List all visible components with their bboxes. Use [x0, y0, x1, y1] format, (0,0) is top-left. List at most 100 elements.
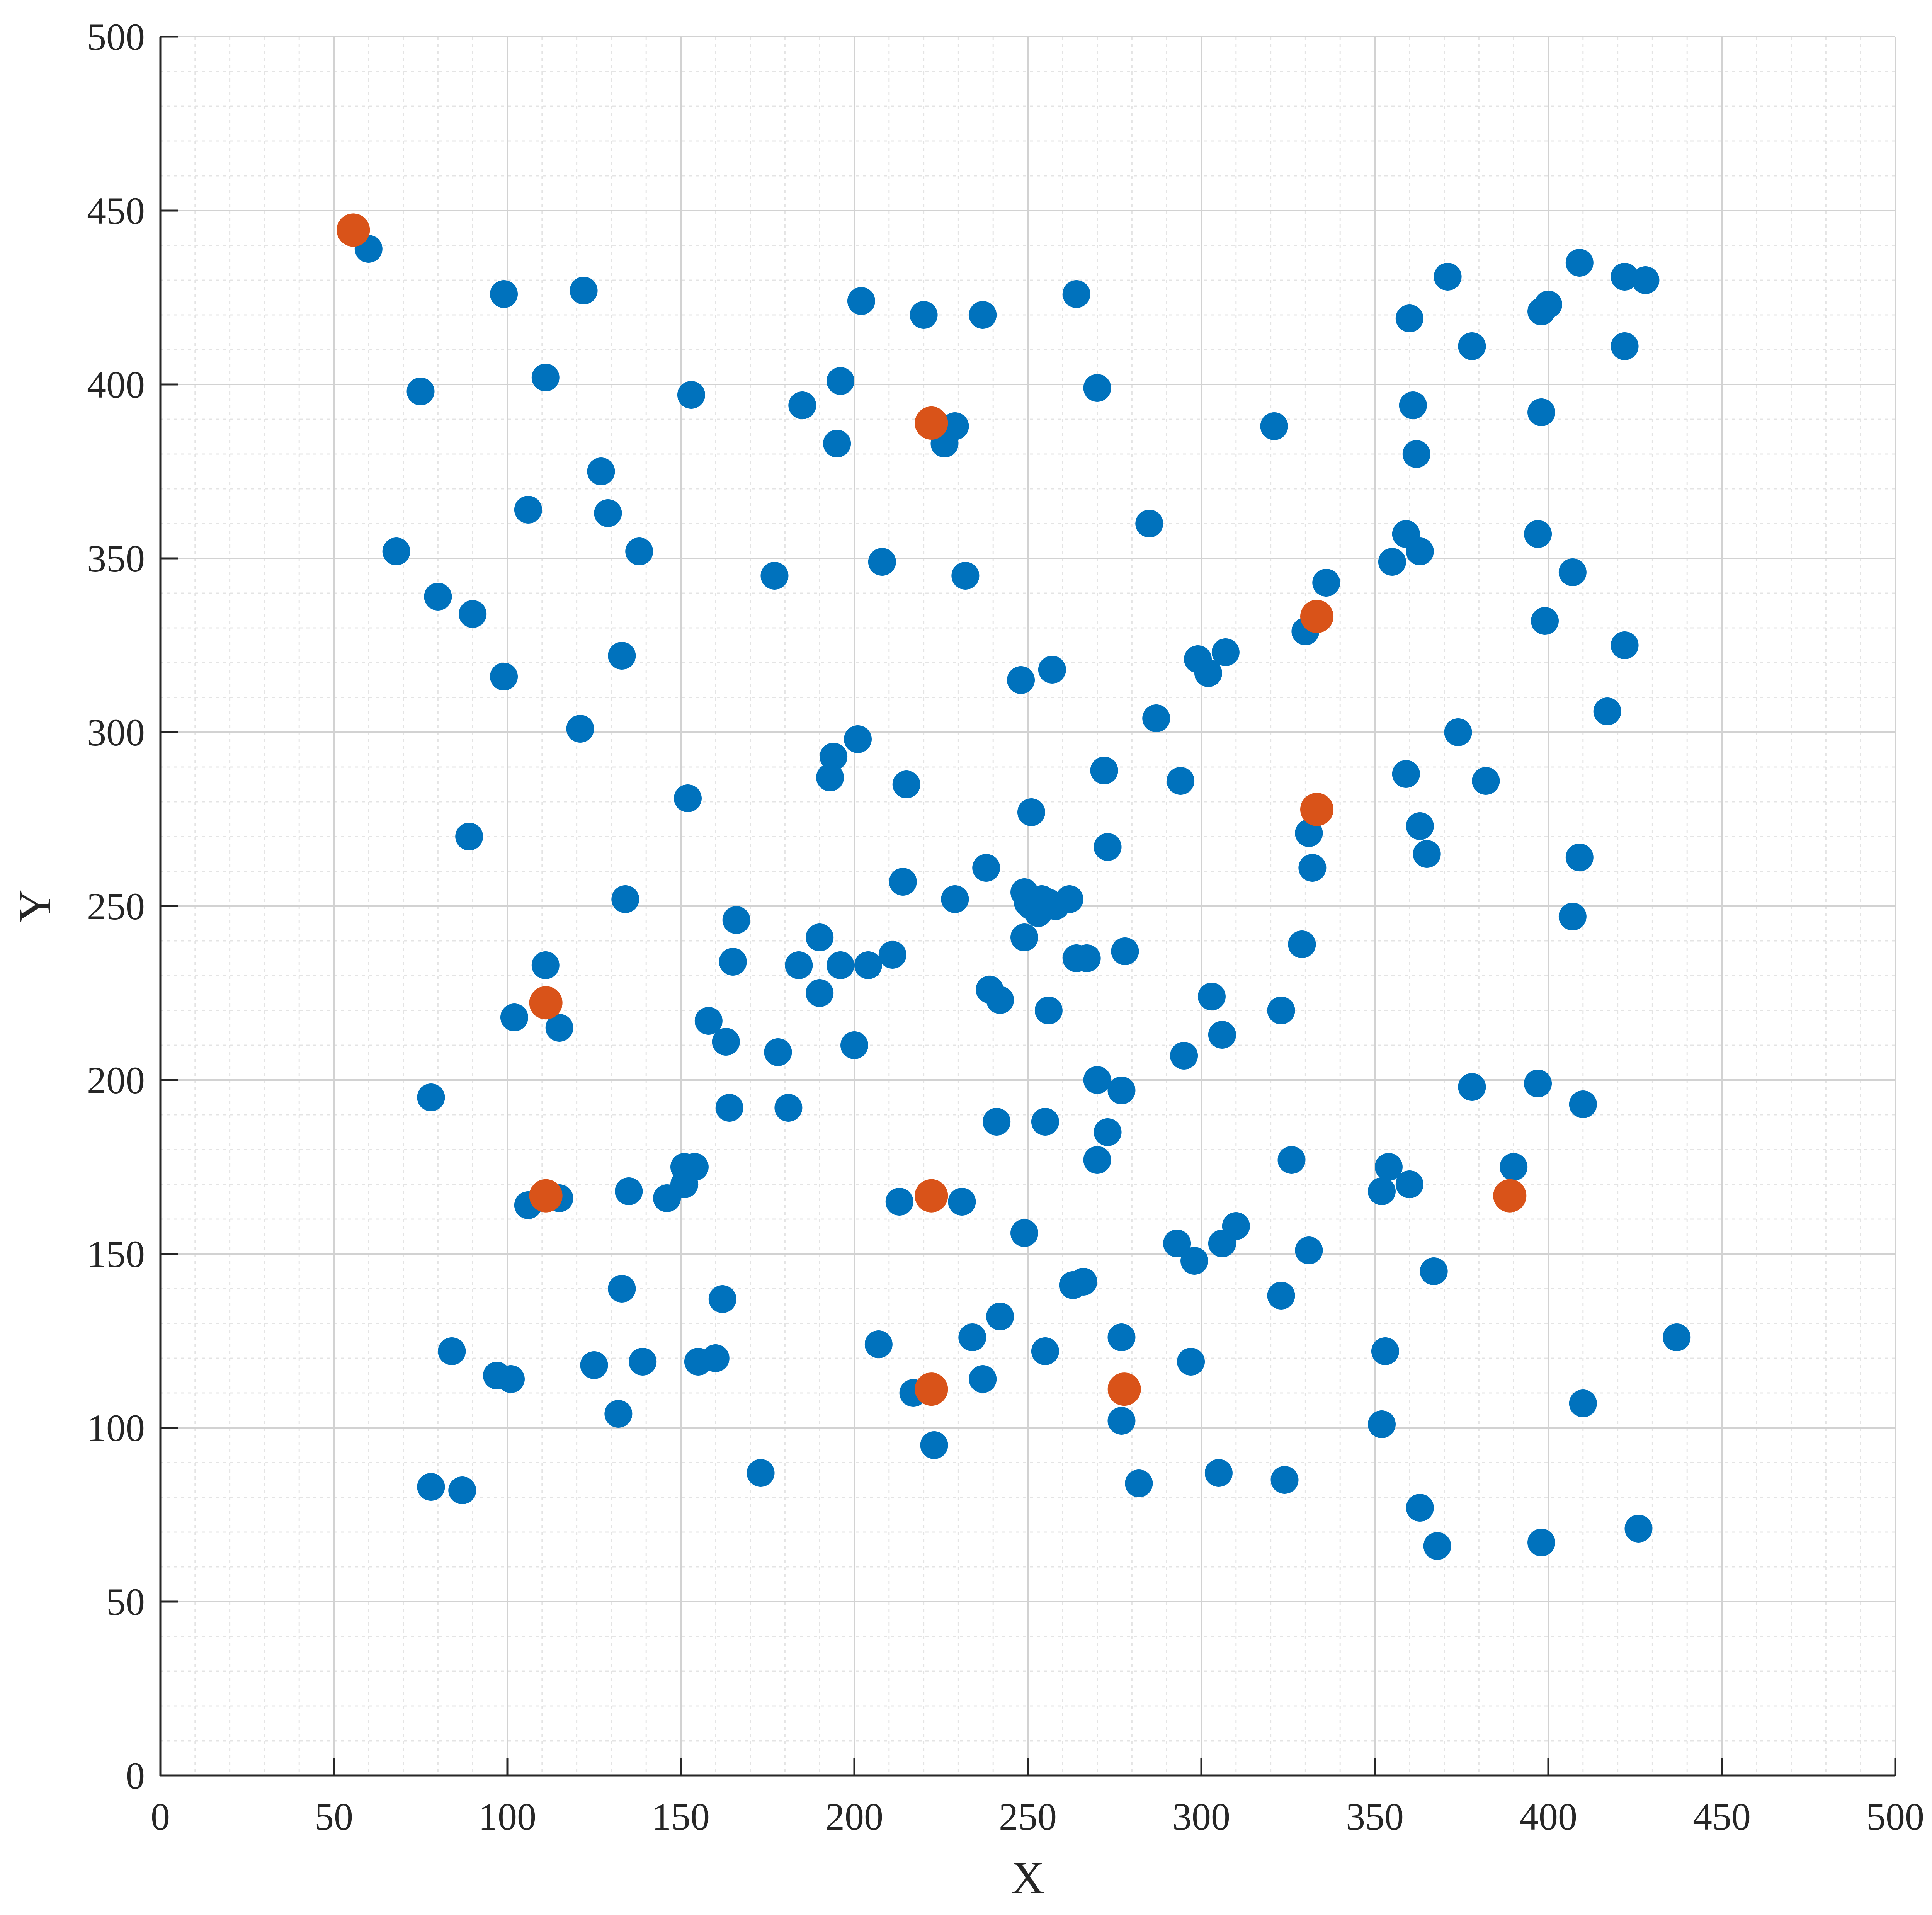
data-point [625, 537, 653, 565]
data-point [1367, 1177, 1396, 1205]
data-point [1267, 997, 1295, 1024]
data-point [1378, 548, 1406, 576]
y-tick-label: 450 [87, 189, 145, 232]
data-point [673, 784, 702, 812]
y-tick-label: 500 [87, 15, 145, 58]
data-point [764, 1038, 792, 1066]
data-point [941, 885, 969, 913]
data-point [594, 499, 622, 527]
data-point [1017, 798, 1045, 826]
data-point [1298, 854, 1327, 882]
data-point [854, 951, 882, 979]
y-tick-label: 250 [87, 885, 145, 928]
data-point [806, 923, 834, 951]
data-point [608, 1275, 636, 1303]
data-point [774, 1094, 803, 1122]
data-point [1163, 1230, 1191, 1257]
data-point [1524, 1070, 1552, 1097]
data-point [448, 1476, 476, 1504]
data-point [1611, 263, 1639, 291]
data-point [490, 280, 518, 308]
x-tick-label: 50 [315, 1795, 353, 1838]
data-point [1034, 997, 1063, 1024]
data-point [715, 1094, 743, 1122]
data-point [1204, 1459, 1233, 1487]
data-point [701, 1344, 730, 1372]
x-axis-label: X [1011, 1852, 1045, 1903]
data-point [820, 743, 848, 770]
data-point [1177, 1348, 1205, 1376]
data-point [708, 1285, 736, 1313]
data-point [1406, 1494, 1434, 1522]
data-point [864, 1330, 893, 1358]
data-point [1211, 638, 1240, 666]
data-point [827, 951, 855, 979]
data-point [1534, 291, 1562, 318]
data-point [1406, 537, 1434, 565]
data-point [972, 854, 1000, 882]
x-tick-label: 150 [652, 1795, 710, 1838]
data-point [1611, 631, 1639, 659]
data-point [1527, 398, 1556, 426]
data-point [1107, 1323, 1136, 1351]
y-tick-label: 300 [87, 711, 145, 754]
data-point [951, 562, 980, 590]
series-2 [337, 213, 1527, 1406]
data-point [785, 951, 813, 979]
data-point [1073, 944, 1101, 972]
data-point [910, 301, 938, 329]
data-point [1558, 558, 1587, 586]
y-tick-label: 100 [87, 1406, 145, 1449]
data-point [1458, 332, 1486, 360]
data-point [514, 496, 542, 524]
data-point [1300, 600, 1334, 633]
data-point [1267, 1282, 1295, 1310]
data-point [986, 1303, 1014, 1330]
data-point [1300, 793, 1334, 826]
data-point [1569, 1389, 1597, 1417]
data-point [806, 979, 834, 1007]
data-point [1444, 718, 1472, 746]
data-point [629, 1348, 657, 1376]
data-point [1010, 1219, 1039, 1247]
data-point [1083, 1146, 1111, 1174]
x-tick-label: 500 [1866, 1795, 1924, 1838]
y-axis-label: Y [9, 889, 60, 923]
data-point [1135, 510, 1163, 537]
data-point [580, 1351, 608, 1379]
data-point [1194, 659, 1222, 687]
data-point [604, 1400, 633, 1428]
data-point [653, 1184, 681, 1212]
data-point [1277, 1146, 1306, 1174]
data-point [1399, 391, 1427, 419]
data-point [847, 287, 875, 315]
data-point [1295, 819, 1323, 847]
data-point [1111, 937, 1139, 965]
y-tick-label: 50 [106, 1580, 145, 1623]
data-point [490, 663, 518, 690]
data-point [1524, 520, 1552, 548]
x-tick-label: 350 [1346, 1795, 1404, 1838]
data-point [1107, 1407, 1136, 1435]
data-point [1288, 930, 1316, 958]
data-point [531, 364, 560, 391]
data-point [889, 868, 917, 896]
data-point [417, 1083, 445, 1111]
data-point [958, 1323, 986, 1351]
data-point [1069, 1268, 1097, 1296]
data-point [722, 906, 750, 934]
data-point [1270, 1466, 1299, 1494]
data-point [608, 642, 636, 670]
axes [159, 36, 1896, 1777]
series-1 [354, 235, 1691, 1560]
y-tick-label: 150 [87, 1233, 145, 1276]
data-point [1565, 249, 1594, 277]
data-point [827, 367, 855, 395]
data-point [1527, 1529, 1556, 1556]
data-point [382, 537, 410, 565]
data-point [694, 1007, 723, 1035]
data-point [878, 941, 906, 969]
data-point [1493, 1179, 1527, 1213]
data-point [969, 1365, 997, 1393]
